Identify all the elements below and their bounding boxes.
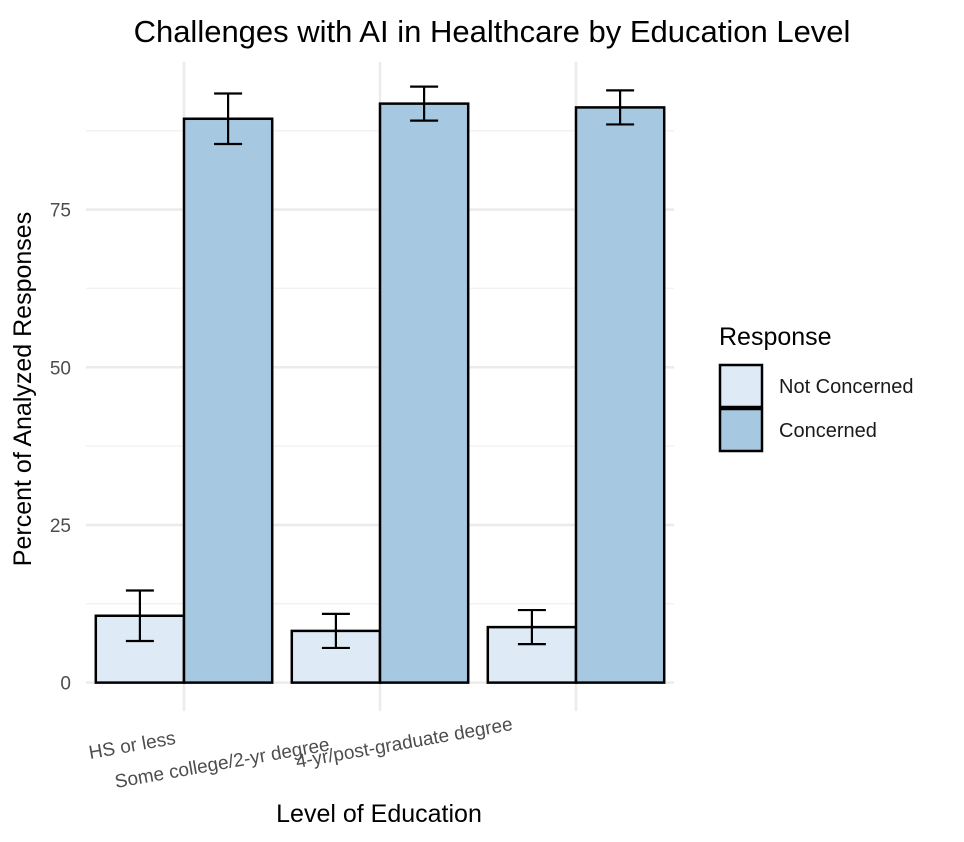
y-tick-label: 25 xyxy=(50,516,71,537)
x-axis-title: Level of Education xyxy=(276,800,482,828)
chart-title: Challenges with AI in Healthcare by Educ… xyxy=(134,14,851,49)
y-axis-title: Percent of Analyzed Responses xyxy=(9,212,37,566)
bar xyxy=(574,106,666,684)
y-tick-label: 75 xyxy=(50,201,71,222)
legend-label: Not Concerned xyxy=(779,376,914,398)
y-tick-label: 0 xyxy=(60,674,71,695)
legend-title: Response xyxy=(719,323,832,351)
bar xyxy=(378,102,470,684)
legend-key xyxy=(718,407,764,453)
legend-label: Concerned xyxy=(779,420,877,442)
bar xyxy=(182,117,274,684)
bars xyxy=(94,102,666,684)
legend-key xyxy=(718,363,764,409)
y-axis-ticks: 0 25 50 75 xyxy=(50,201,71,695)
legend: Response Not Concerned Concerned xyxy=(718,323,914,453)
y-tick-label: 50 xyxy=(50,358,71,379)
error-bars xyxy=(125,85,635,650)
